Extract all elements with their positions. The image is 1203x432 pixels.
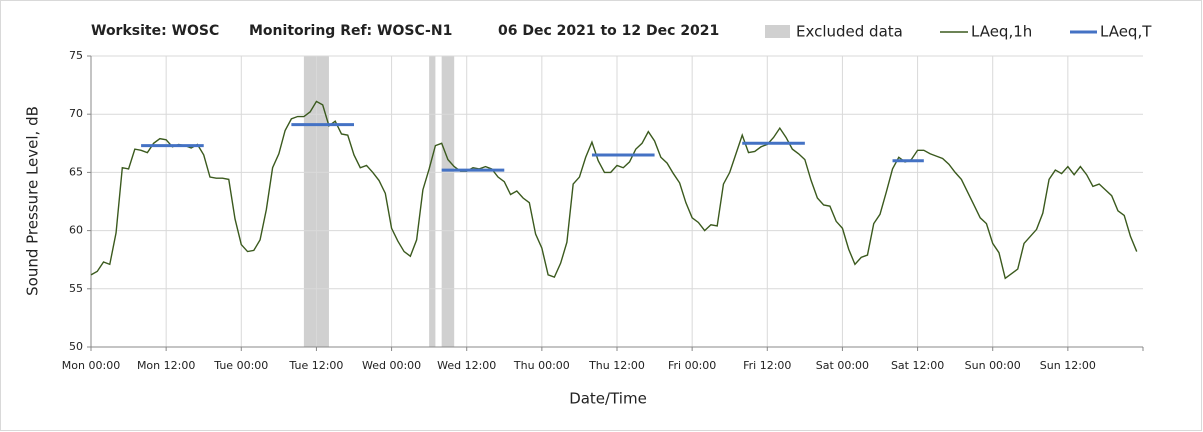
x-tick-label: Mon 00:00 [62,359,120,372]
chart-title: Worksite: WOSC [91,23,219,39]
x-tick-label: Sat 00:00 [816,359,869,372]
excluded-band [441,56,455,347]
chart-title: Monitoring Ref: WOSC-N1 [249,23,452,39]
legend-label: LAeq,T [1100,23,1152,41]
x-tick-label: Tue 12:00 [288,359,343,372]
x-tick-label: Sun 12:00 [1040,359,1096,372]
y-tick-label: 50 [69,340,83,353]
x-tick-label: Thu 12:00 [588,359,645,372]
line-series [90,100,1138,280]
chart-title: 06 Dec 2021 to 12 Dec 2021 [498,23,719,39]
x-tick-label: Wed 12:00 [437,359,496,372]
y-tick-label: 75 [69,49,83,62]
legend-label: Excluded data [796,23,903,41]
x-tick-label: Sun 00:00 [965,359,1021,372]
x-tick-label: Fri 00:00 [668,359,716,372]
x-tick-label: Thu 00:00 [513,359,570,372]
y-tick-label: 65 [69,165,83,178]
legend-swatch [765,25,790,38]
legend-label: LAeq,1h [971,23,1032,41]
y-axis-label: Sound Pressure Level, dB [24,106,42,296]
x-axis-label: Date/Time [569,390,647,408]
x-tick-label: Fri 12:00 [743,359,791,372]
x-tick-label: Tue 00:00 [213,359,268,372]
x-tick-label: Mon 12:00 [137,359,195,372]
x-tick-label: Sat 12:00 [891,359,944,372]
y-tick-label: 55 [69,282,83,295]
y-tick-label: 60 [69,224,83,237]
excluded-band [429,56,436,347]
y-tick-label: 70 [69,107,83,120]
x-tick-label: Wed 00:00 [362,359,421,372]
